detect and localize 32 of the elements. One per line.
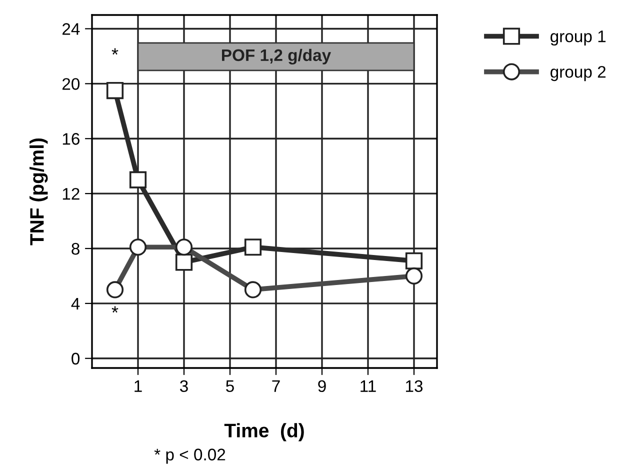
x-axis-title: Time (d) bbox=[224, 423, 304, 442]
annotation: * bbox=[112, 306, 118, 313]
y-tick-label: 0 bbox=[72, 352, 80, 365]
point bbox=[106, 82, 124, 100]
point bbox=[244, 238, 262, 256]
legend-label: group 2 bbox=[550, 66, 606, 82]
y-tick-label: 4 bbox=[71, 298, 80, 310]
band-label: POF 1,2 g/day bbox=[222, 48, 332, 64]
x-tick-label: 3 bbox=[180, 380, 188, 392]
point bbox=[129, 171, 147, 188]
point bbox=[244, 281, 262, 298]
y-tick-label: 20 bbox=[62, 78, 80, 90]
point bbox=[106, 281, 124, 298]
y-tick-label: 12 bbox=[62, 188, 80, 200]
annotation: * bbox=[112, 48, 118, 55]
x-tick-label: 13 bbox=[406, 380, 423, 392]
text: * p < 0.02 bbox=[154, 448, 226, 464]
point bbox=[405, 267, 423, 285]
y-tick-label: 24 bbox=[62, 23, 80, 35]
point bbox=[129, 238, 147, 256]
x-tick-label: 5 bbox=[226, 380, 234, 392]
x-tick-label: 11 bbox=[360, 380, 376, 392]
x-tick-label: 9 bbox=[318, 380, 326, 392]
point bbox=[175, 254, 193, 271]
point bbox=[405, 252, 423, 270]
y-tick-label: 16 bbox=[62, 133, 80, 145]
x-tick-label: 1 bbox=[134, 380, 142, 392]
x-tick-label: 7 bbox=[272, 380, 280, 392]
legend-label: group 1 bbox=[550, 30, 606, 46]
y-axis-title: TNF (pg/ml) bbox=[30, 138, 48, 246]
point bbox=[175, 238, 193, 256]
y-tick-label: 8 bbox=[72, 242, 80, 255]
